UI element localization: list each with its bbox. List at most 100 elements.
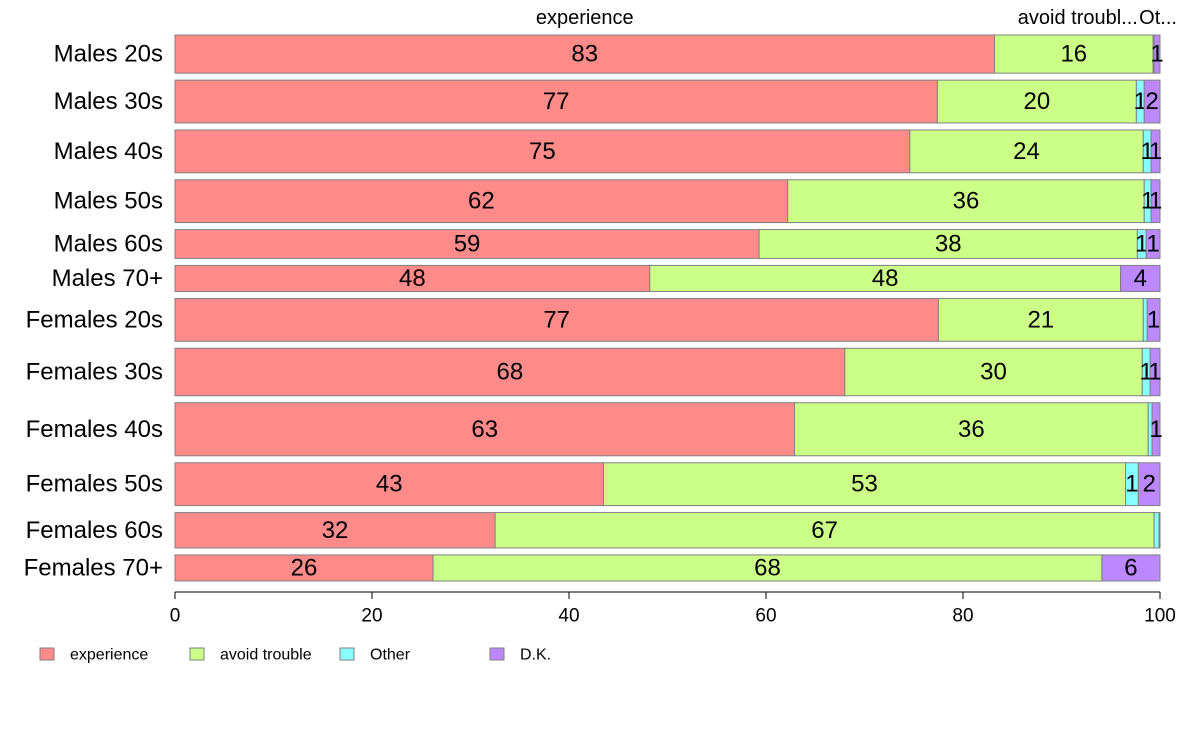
category-label: Males 60s: [54, 230, 163, 257]
data-label: 32: [322, 517, 349, 544]
legend-item: experience: [39, 647, 148, 664]
bar-segment: [844, 347, 1143, 397]
data-label: 16: [1060, 41, 1087, 68]
bar-segment: [174, 229, 760, 259]
data-label: 36: [958, 416, 985, 443]
x-tick-label: 0: [170, 606, 181, 627]
data-label: 53: [851, 471, 878, 498]
data-label: 1: [1146, 230, 1159, 257]
bar-row: Females 70+ 26 68 6: [24, 554, 1161, 582]
data-label: 6: [1124, 554, 1137, 581]
top-label: Ot...: [1139, 7, 1177, 29]
legend-item: avoid trouble: [189, 647, 312, 664]
data-label: 1: [1135, 230, 1148, 257]
bar-row: Males 70+ 48 48 4: [52, 264, 1161, 292]
data-label: 36: [953, 188, 980, 215]
x-tick-label: 40: [558, 606, 579, 627]
bar-segment: [174, 554, 434, 582]
legend-swatch: [39, 647, 55, 661]
category-label: Females 50s: [26, 471, 163, 498]
bar-segment: [1145, 229, 1161, 259]
bar-segment: [1153, 512, 1160, 549]
bar-segment: [649, 264, 1122, 292]
bar-row: Females 40s 63 36 1: [26, 402, 1163, 457]
data-label: 1: [1141, 138, 1154, 165]
data-label: 63: [471, 416, 498, 443]
category-label: Males 30s: [54, 88, 163, 115]
x-tick-label: 80: [952, 606, 973, 627]
bar-segment: [174, 462, 604, 507]
data-label: 30: [980, 359, 1007, 386]
bar-row: Females 50s 43 53 1 2: [26, 462, 1161, 507]
data-label: 48: [399, 265, 426, 292]
bar-segment: [174, 34, 996, 74]
data-label: 62: [468, 188, 495, 215]
data-label: 68: [754, 554, 781, 581]
legend-label: Other: [370, 647, 411, 664]
bar-segment: [1120, 264, 1161, 292]
bar-row: Males 20s 83 16 1: [54, 34, 1164, 74]
bar-segment: [174, 264, 651, 292]
x-tick-label: 60: [755, 606, 776, 627]
bar-segment: [1151, 402, 1161, 457]
bar-segment: [1101, 554, 1161, 582]
bar-row: Females 60s 32 67: [26, 512, 1161, 549]
bar-segment: [174, 179, 789, 224]
bar-row: Females 30s 68 30 11: [26, 347, 1162, 397]
legend-swatch: [339, 647, 355, 661]
category-label: Females 40s: [26, 416, 163, 443]
data-label: 1: [1148, 359, 1161, 386]
bar-row: Females 20s 77 21 1: [26, 297, 1161, 342]
data-label: 1: [1150, 41, 1163, 68]
data-label: 1: [1125, 471, 1138, 498]
bar-segment: [174, 402, 796, 457]
x-tick-label: 20: [361, 606, 382, 627]
bar-segment: [794, 402, 1149, 457]
x-axis: 0 20 40 60 80 100: [170, 591, 1176, 627]
data-label: 67: [811, 517, 838, 544]
data-label: 1: [1140, 359, 1153, 386]
data-label: 1: [1149, 188, 1162, 215]
data-label: 75: [529, 138, 556, 165]
bar-segment: [787, 179, 1145, 224]
category-label: Females 60s: [26, 517, 163, 544]
bar-segment: [174, 79, 938, 124]
bar-segment: [174, 297, 939, 342]
legend-item: Other: [339, 647, 411, 664]
category-label: Males 70+: [52, 265, 163, 292]
data-label: 83: [571, 41, 598, 68]
bar-segment: [1137, 462, 1161, 507]
category-label: Females 20s: [26, 306, 163, 333]
legend-swatch: [189, 647, 205, 661]
legend-label: D.K.: [520, 647, 551, 664]
bar-segment: [936, 79, 1137, 124]
category-label: Females 30s: [26, 359, 163, 386]
category-label: Males 40s: [54, 138, 163, 165]
bar-segment: [909, 129, 1144, 174]
data-label: 24: [1013, 138, 1040, 165]
data-label: 77: [543, 88, 570, 115]
bar-segment: [994, 34, 1154, 74]
data-label: 1: [1147, 306, 1160, 333]
data-label: 26: [291, 554, 318, 581]
bar-segment: [1158, 512, 1161, 549]
bar-segment: [174, 512, 496, 549]
data-label: 48: [872, 265, 899, 292]
bar-segment: [1150, 179, 1161, 224]
legend-label: avoid trouble: [220, 647, 312, 664]
bar-segment: [1149, 347, 1161, 397]
data-label: 2: [1145, 88, 1158, 115]
data-label: 68: [497, 359, 524, 386]
category-label: Males 20s: [54, 41, 163, 68]
bar-row: Males 60s 59 38 11: [54, 229, 1161, 259]
bar-segment: [1146, 297, 1161, 342]
legend: experience avoid trouble Other D.K.: [39, 647, 551, 664]
bar-row: Males 40s 75 24 11: [54, 129, 1162, 174]
bar-segment: [937, 297, 1144, 342]
data-label: 1: [1149, 416, 1162, 443]
bar-row: Males 30s 77 20 12: [54, 79, 1161, 124]
bar-segment: [758, 229, 1138, 259]
data-label: 1: [1134, 88, 1147, 115]
